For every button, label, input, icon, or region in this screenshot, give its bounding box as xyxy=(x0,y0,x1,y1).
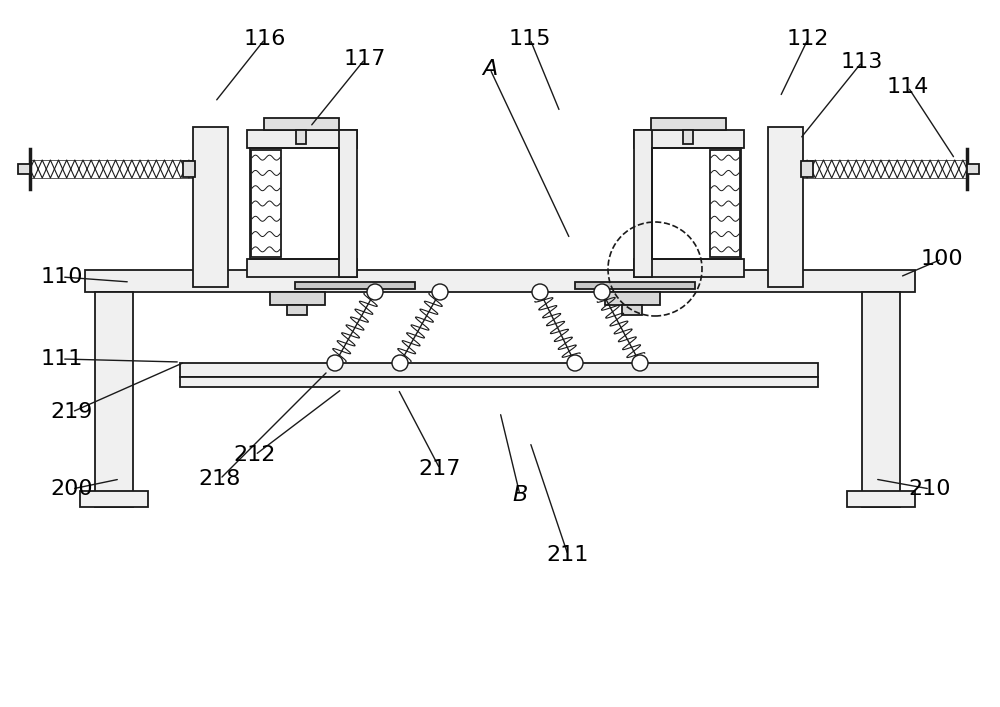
Bar xyxy=(710,150,740,257)
Bar xyxy=(287,305,307,315)
Bar xyxy=(180,363,818,377)
Circle shape xyxy=(367,284,383,300)
Bar xyxy=(634,130,744,148)
Text: 117: 117 xyxy=(344,49,386,69)
Bar xyxy=(18,164,30,174)
Bar xyxy=(651,118,726,130)
Text: 219: 219 xyxy=(51,402,93,422)
Text: 210: 210 xyxy=(909,479,951,499)
Bar xyxy=(247,130,357,148)
Bar xyxy=(683,130,693,144)
Circle shape xyxy=(594,284,610,300)
Bar xyxy=(193,127,228,287)
Bar xyxy=(339,130,357,277)
Circle shape xyxy=(632,355,648,371)
Text: 100: 100 xyxy=(921,249,963,269)
Text: 115: 115 xyxy=(509,29,551,49)
Text: 218: 218 xyxy=(199,469,241,489)
Bar xyxy=(622,305,642,315)
Text: 112: 112 xyxy=(787,29,829,49)
Text: 212: 212 xyxy=(234,445,276,465)
Bar xyxy=(85,270,915,292)
Bar xyxy=(95,292,133,507)
Bar xyxy=(250,148,339,259)
Bar xyxy=(180,377,818,387)
Bar xyxy=(652,148,741,259)
Text: 114: 114 xyxy=(887,77,929,97)
Bar xyxy=(862,292,900,507)
Text: 110: 110 xyxy=(41,267,83,287)
Bar xyxy=(768,127,803,287)
Text: 116: 116 xyxy=(244,29,286,49)
Bar xyxy=(634,130,652,277)
Circle shape xyxy=(532,284,548,300)
Bar xyxy=(605,292,660,305)
Circle shape xyxy=(392,355,408,371)
Bar xyxy=(801,161,813,177)
Text: 217: 217 xyxy=(419,459,461,479)
Text: 200: 200 xyxy=(51,479,93,499)
Circle shape xyxy=(432,284,448,300)
Bar xyxy=(634,259,744,277)
Bar xyxy=(295,282,415,289)
Bar xyxy=(575,282,695,289)
Bar xyxy=(251,150,281,257)
Bar xyxy=(247,259,357,277)
Bar xyxy=(847,491,915,507)
Bar xyxy=(967,164,979,174)
Text: B: B xyxy=(512,485,528,505)
Bar xyxy=(296,130,306,144)
Text: 113: 113 xyxy=(841,52,883,72)
Text: 111: 111 xyxy=(41,349,83,369)
Bar xyxy=(270,292,325,305)
Circle shape xyxy=(567,355,583,371)
Text: A: A xyxy=(482,59,498,79)
Circle shape xyxy=(327,355,343,371)
Bar xyxy=(80,491,148,507)
Bar xyxy=(183,161,195,177)
Bar xyxy=(264,118,339,130)
Text: 211: 211 xyxy=(547,545,589,565)
